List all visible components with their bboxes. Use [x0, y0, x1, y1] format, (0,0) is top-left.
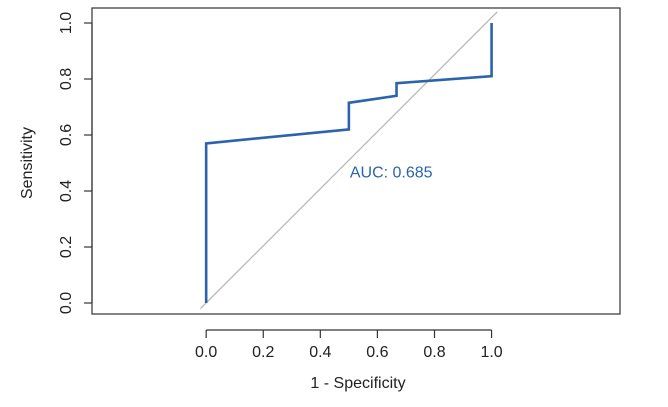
annotation-layer: AUC: 0.685: [350, 164, 433, 181]
x-tick-label: 0.6: [366, 344, 388, 361]
y-tick-label: 0.4: [58, 180, 75, 202]
x-axis: 0.0 0.2 0.4 0.6 0.8 1.0: [195, 329, 503, 361]
axis-label-layer: 1 - Specificity Sensitivity: [19, 127, 405, 392]
x-tick-label: 0.4: [309, 344, 331, 361]
auc-annotation: AUC: 0.685: [350, 164, 433, 181]
reference-line-layer: [200, 11, 498, 310]
x-tick-label: 0.0: [195, 344, 217, 361]
y-tick-label: 0.2: [58, 236, 75, 258]
y-tick-label: 0.0: [58, 292, 75, 314]
y-tick-label: 0.6: [58, 124, 75, 146]
y-axis-label: Sensitivity: [19, 127, 36, 199]
x-axis-label: 1 - Specificity: [310, 375, 405, 392]
x-tick-label: 0.2: [252, 344, 274, 361]
y-tick-label: 0.8: [58, 68, 75, 90]
y-axis: 0.0 0.2 0.4 0.6 0.8 1.0: [58, 12, 93, 314]
y-tick-label: 1.0: [58, 12, 75, 34]
roc-curve-layer: [204, 22, 493, 304]
reference-diagonal-line: [200, 11, 498, 310]
plot-frame-layer: [91, 7, 621, 315]
roc-curve-line: [204, 23, 493, 303]
x-tick-label: 1.0: [480, 344, 502, 361]
plot-frame: [91, 7, 621, 315]
x-tick-label: 0.8: [423, 344, 445, 361]
